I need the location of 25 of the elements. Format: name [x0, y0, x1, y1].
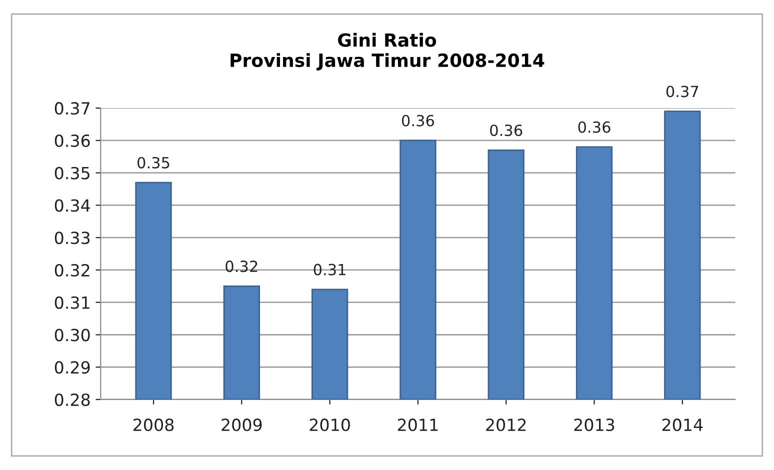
y-tick-label: 0.31: [54, 296, 90, 309]
x-tick-label: 2012: [486, 418, 526, 432]
y-tick-label: 0.36: [54, 134, 90, 148]
y-tick-label: 0.33: [54, 232, 90, 244]
y-tick-label: 0.37: [54, 102, 90, 115]
data-label: 0.31: [314, 264, 346, 276]
data-label: 0.36: [402, 114, 434, 126]
y-tick-label: 0.32: [54, 264, 90, 277]
x-tick-label: 2009: [222, 418, 262, 432]
x-tick-label: 2008: [134, 418, 174, 432]
data-label: 0.36: [578, 121, 610, 133]
x-tick-label: 2011: [398, 418, 438, 432]
data-label: 0.37: [666, 86, 698, 98]
data-label: 0.35: [138, 156, 170, 168]
y-tick-label: 0.28: [54, 393, 90, 406]
x-tick-label: 2013: [574, 418, 614, 432]
y-tick-label: 0.29: [54, 361, 90, 374]
x-tick-label: 2014: [662, 418, 703, 432]
y-tick-label: 0.30: [54, 328, 90, 342]
y-tick-label: 0.35: [54, 166, 90, 180]
chart-title: Gini Ratio Provinsi Jawa Timur 2008-2014: [230, 32, 544, 70]
data-label: 0.32: [226, 260, 258, 272]
data-label: 0.36: [490, 124, 522, 136]
x-tick-label: 2010: [310, 418, 350, 432]
y-tick-label: 0.34: [54, 199, 90, 212]
